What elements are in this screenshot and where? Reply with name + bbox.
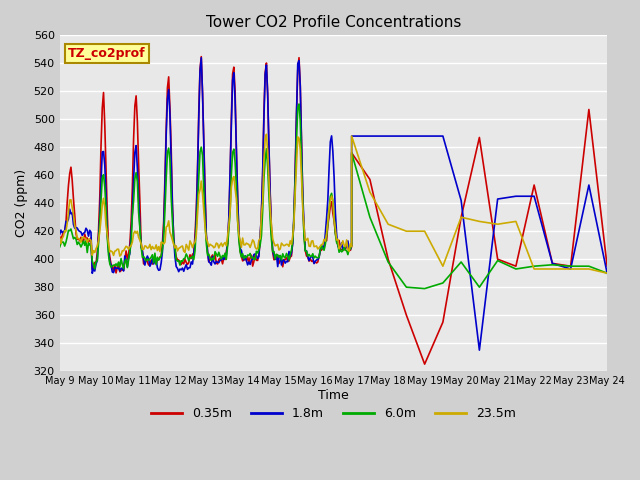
X-axis label: Time: Time bbox=[318, 389, 349, 402]
Title: Tower CO2 Profile Concentrations: Tower CO2 Profile Concentrations bbox=[205, 15, 461, 30]
Y-axis label: CO2 (ppm): CO2 (ppm) bbox=[15, 169, 28, 237]
Legend: 0.35m, 1.8m, 6.0m, 23.5m: 0.35m, 1.8m, 6.0m, 23.5m bbox=[146, 402, 521, 425]
Text: TZ_co2prof: TZ_co2prof bbox=[68, 47, 145, 60]
